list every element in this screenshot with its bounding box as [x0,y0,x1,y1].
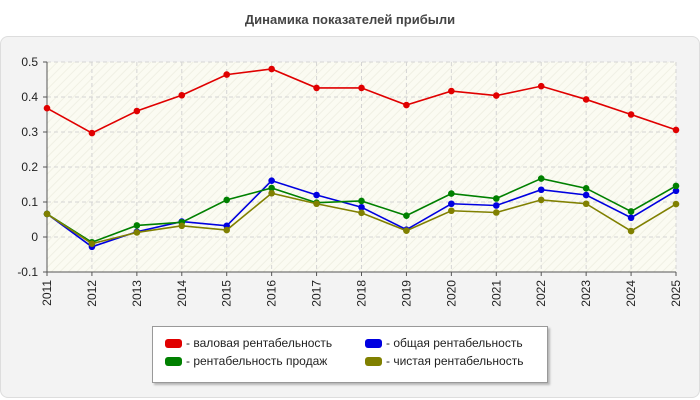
data-point [582,200,590,208]
x-tick-label: 2011 [40,280,54,306]
data-point [268,184,275,192]
data-point [358,209,365,217]
legend-item-net-margin: - чистая рентабельность [365,354,523,368]
data-point [582,185,590,192]
legend-swatch-red [165,338,182,348]
legend-item-total-margin: - общая рентабельность [365,336,523,350]
chart-title: Динамика показателей прибыли [244,12,456,27]
data-point [537,175,545,182]
x-tick-label: 2020 [444,280,458,307]
data-point [627,208,635,215]
data-point [223,196,231,204]
data-point [672,187,680,195]
data-point [448,190,455,197]
data-point [492,195,500,202]
y-tick-label: 0 [31,230,38,244]
data-point [223,226,231,234]
x-tick-label: 2025 [669,280,683,307]
data-point [133,229,141,236]
x-tick-label: 2023 [579,280,593,307]
data-point [448,207,455,215]
data-point [582,96,590,103]
legend-label: - общая рентабельность [386,336,523,350]
legend-label: - валовая рентабельность [186,336,333,350]
y-tick-label: -0.1 [17,265,38,279]
data-point [268,189,275,197]
data-point [223,71,231,78]
data-point [492,202,500,209]
data-point [358,203,365,211]
x-tick-label: 2018 [355,280,369,307]
data-point [582,191,590,199]
data-point [313,200,320,208]
data-point [358,197,365,205]
legend-item-gross-margin: - валовая рентабельность [165,336,332,350]
data-point [358,84,365,92]
x-tick-label: 2012 [85,280,99,307]
data-point [537,186,545,194]
data-point [537,82,545,90]
data-point [178,222,186,230]
x-tick-label: 2015 [220,280,234,307]
x-tick-label: 2013 [130,280,144,307]
data-point [403,212,410,219]
x-tick-label: 2022 [534,280,548,307]
data-point [492,209,500,216]
data-point [672,182,680,190]
y-tick-label: 0.5 [21,55,38,69]
legend-label: - рентабельность продаж [186,354,328,368]
data-point [88,129,96,137]
data-point [537,196,545,204]
y-tick-label: 0.2 [21,160,38,174]
y-tick-label: 0.4 [21,90,38,104]
data-point [403,227,410,234]
data-point [492,92,500,99]
legend-item-sales-margin: - рентабельность продаж [165,354,327,368]
legend-swatch-olive [365,356,382,366]
data-point [88,240,96,247]
x-tick-label: 2017 [310,280,324,307]
data-point [133,222,141,229]
legend-swatch-green [165,356,182,366]
data-point [268,65,275,73]
data-point [178,91,186,99]
y-tick-label: 0.3 [21,125,38,139]
data-point [403,101,410,109]
data-point [43,104,51,112]
data-point [268,177,275,184]
data-point [627,214,635,222]
data-point [313,191,320,199]
legend-swatch-blue [365,338,382,348]
data-point [448,200,455,208]
x-tick-label: 2016 [265,280,279,307]
x-tick-label: 2019 [399,280,413,307]
legend-label: - чистая рентабельность [386,354,524,368]
x-tick-label: 2021 [489,280,503,307]
data-point [627,227,635,235]
y-tick-label: 0.1 [21,195,38,209]
data-point [627,111,635,118]
x-tick-label: 2024 [624,280,638,307]
data-point [133,107,141,115]
data-point [313,84,320,92]
x-tick-label: 2014 [175,280,189,307]
data-point [448,87,455,95]
legend: - валовая рентабельность - общая рентабе… [152,326,548,383]
data-point [43,210,51,218]
data-point [672,126,680,134]
data-point [672,200,680,208]
